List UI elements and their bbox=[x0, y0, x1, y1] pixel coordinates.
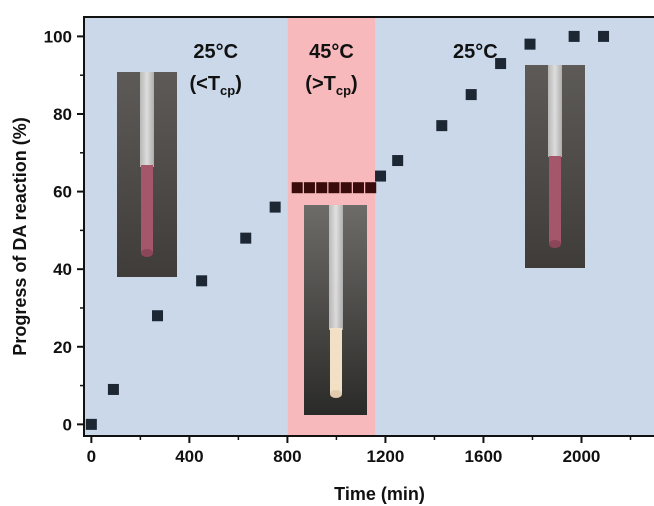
region-labels-layer: 25°C (<Tcp) 45°C (>Tcp) 25°C bbox=[189, 41, 497, 98]
data-point bbox=[240, 232, 252, 244]
y-tick-label: 40 bbox=[53, 260, 72, 279]
data-point bbox=[436, 120, 448, 132]
region-band-0 bbox=[84, 17, 288, 436]
data-point bbox=[269, 201, 281, 213]
data-point bbox=[495, 58, 507, 70]
y-tick-label: 80 bbox=[53, 105, 72, 124]
data-point bbox=[152, 310, 164, 322]
data-point bbox=[598, 30, 610, 42]
region-sublabel-1: (>Tcp) bbox=[305, 73, 357, 98]
x-axis-title: Time (min) bbox=[334, 484, 425, 504]
data-point bbox=[328, 182, 340, 194]
region-band-2 bbox=[375, 17, 654, 436]
data-point bbox=[85, 418, 97, 430]
x-tick-label: 800 bbox=[273, 447, 301, 466]
x-tick-label: 1200 bbox=[367, 447, 405, 466]
x-tick-label: 2000 bbox=[563, 447, 601, 466]
axes-layer: 0 400 800 1200 1600 2000 0 20 40 60 80 100 Time (min… bbox=[10, 16, 654, 504]
region-sublabel-0: (<Tcp) bbox=[189, 73, 241, 98]
data-point bbox=[465, 89, 477, 101]
data-point bbox=[365, 182, 377, 194]
tube-photo-middle bbox=[304, 205, 367, 415]
data-point bbox=[196, 275, 208, 287]
points-layer bbox=[85, 30, 610, 430]
data-point bbox=[107, 383, 119, 395]
data-point bbox=[568, 30, 580, 42]
y-tick-label: 100 bbox=[44, 27, 72, 46]
y-tick-label: 0 bbox=[63, 415, 72, 434]
y-tick-label: 20 bbox=[53, 338, 72, 357]
region-label-0: 25°C bbox=[193, 41, 238, 63]
x-tick-label: 1600 bbox=[465, 447, 503, 466]
data-point bbox=[392, 155, 404, 167]
data-point bbox=[316, 182, 328, 194]
data-point bbox=[352, 182, 364, 194]
data-point bbox=[524, 38, 536, 50]
x-tick-label: 0 bbox=[87, 447, 96, 466]
data-point bbox=[340, 182, 352, 194]
tube-photo-left bbox=[117, 72, 177, 277]
region-label-1: 45°C bbox=[309, 41, 354, 63]
x-tick-label: 400 bbox=[175, 447, 203, 466]
tube-photo-right bbox=[525, 65, 585, 268]
plot-frame bbox=[83, 16, 654, 437]
region-label-2: 25°C bbox=[453, 41, 498, 63]
y-axis-title: Progress of DA reaction (%) bbox=[10, 117, 30, 355]
data-point bbox=[291, 182, 303, 194]
data-point bbox=[375, 170, 387, 182]
data-point bbox=[303, 182, 315, 194]
y-tick-label: 60 bbox=[53, 183, 72, 202]
